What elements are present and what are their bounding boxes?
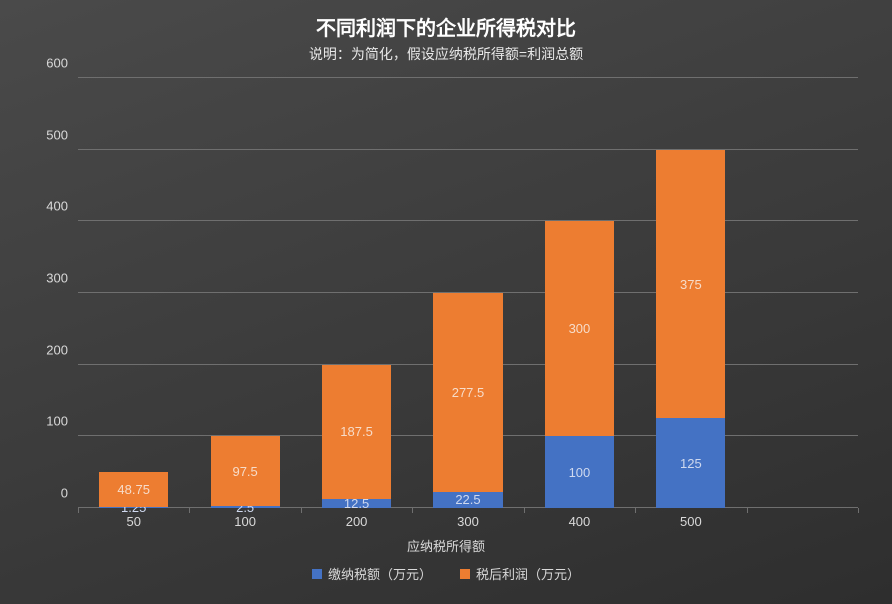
legend-label: 税后利润（万元） xyxy=(476,564,580,583)
bar-segment: 187.5 xyxy=(322,365,391,499)
legend: 缴纳税额（万元） 税后利润（万元） xyxy=(0,564,892,583)
legend-label: 缴纳税额（万元） xyxy=(328,564,432,583)
gridline xyxy=(78,77,858,78)
xtick-mark xyxy=(747,508,748,513)
xtick-mark xyxy=(412,508,413,513)
xtick-mark xyxy=(524,508,525,513)
bar-value-label: 125 xyxy=(680,456,702,471)
ytick-label: 500 xyxy=(46,127,78,142)
ytick-label: 600 xyxy=(46,56,78,71)
bar-value-label: 300 xyxy=(569,321,591,336)
xtick-label: 400 xyxy=(569,508,591,529)
xtick-mark xyxy=(635,508,636,513)
xtick-label: 300 xyxy=(457,508,479,529)
xtick-mark xyxy=(78,508,79,513)
ytick-label: 100 xyxy=(46,414,78,429)
chart-subtitle: 说明：为简化，假设应纳税所得额=利润总额 xyxy=(0,44,892,64)
bar-value-label: 277.5 xyxy=(452,385,485,400)
chart-root: 不同利润下的企业所得税对比 说明：为简化，假设应纳税所得额=利润总额 0 100 2… xyxy=(0,0,892,604)
bar-segment: 375 xyxy=(656,150,725,419)
xtick-label: 100 xyxy=(234,508,256,529)
gridline xyxy=(78,149,858,150)
bar-segment: 48.75 xyxy=(99,472,168,507)
ytick-label: 0 xyxy=(61,486,78,501)
legend-swatch xyxy=(312,569,322,579)
xtick-mark xyxy=(858,508,859,513)
gridline xyxy=(78,220,858,221)
xtick-label: 50 xyxy=(126,508,140,529)
bar-segment: 97.5 xyxy=(211,436,280,506)
ytick-label: 200 xyxy=(46,342,78,357)
bar-value-label: 48.75 xyxy=(117,482,150,497)
bar-value-label: 375 xyxy=(680,277,702,292)
legend-item: 缴纳税额（万元） xyxy=(312,564,432,583)
xtick-mark xyxy=(301,508,302,513)
ytick-label: 400 xyxy=(46,199,78,214)
bar-value-label: 100 xyxy=(569,465,591,480)
legend-item: 税后利润（万元） xyxy=(460,564,580,583)
xtick-mark xyxy=(189,508,190,513)
bar-segment: 100 xyxy=(545,436,614,508)
bar-segment: 12.5 xyxy=(322,499,391,508)
legend-swatch xyxy=(460,569,470,579)
plot-area: 01002003004005006001.2548.75502.597.5100… xyxy=(78,78,858,508)
x-axis-label: 应纳税所得额 xyxy=(0,536,892,555)
bar-value-label: 22.5 xyxy=(455,492,480,507)
bar-segment: 277.5 xyxy=(433,293,502,492)
bar-segment: 300 xyxy=(545,221,614,436)
xtick-label: 200 xyxy=(346,508,368,529)
chart-title: 不同利润下的企业所得税对比 xyxy=(0,12,892,41)
bar-value-label: 187.5 xyxy=(340,424,373,439)
bar-segment: 125 xyxy=(656,418,725,508)
bar-segment: 22.5 xyxy=(433,492,502,508)
ytick-label: 300 xyxy=(46,271,78,286)
bar-value-label: 97.5 xyxy=(232,464,257,479)
xtick-label: 500 xyxy=(680,508,702,529)
